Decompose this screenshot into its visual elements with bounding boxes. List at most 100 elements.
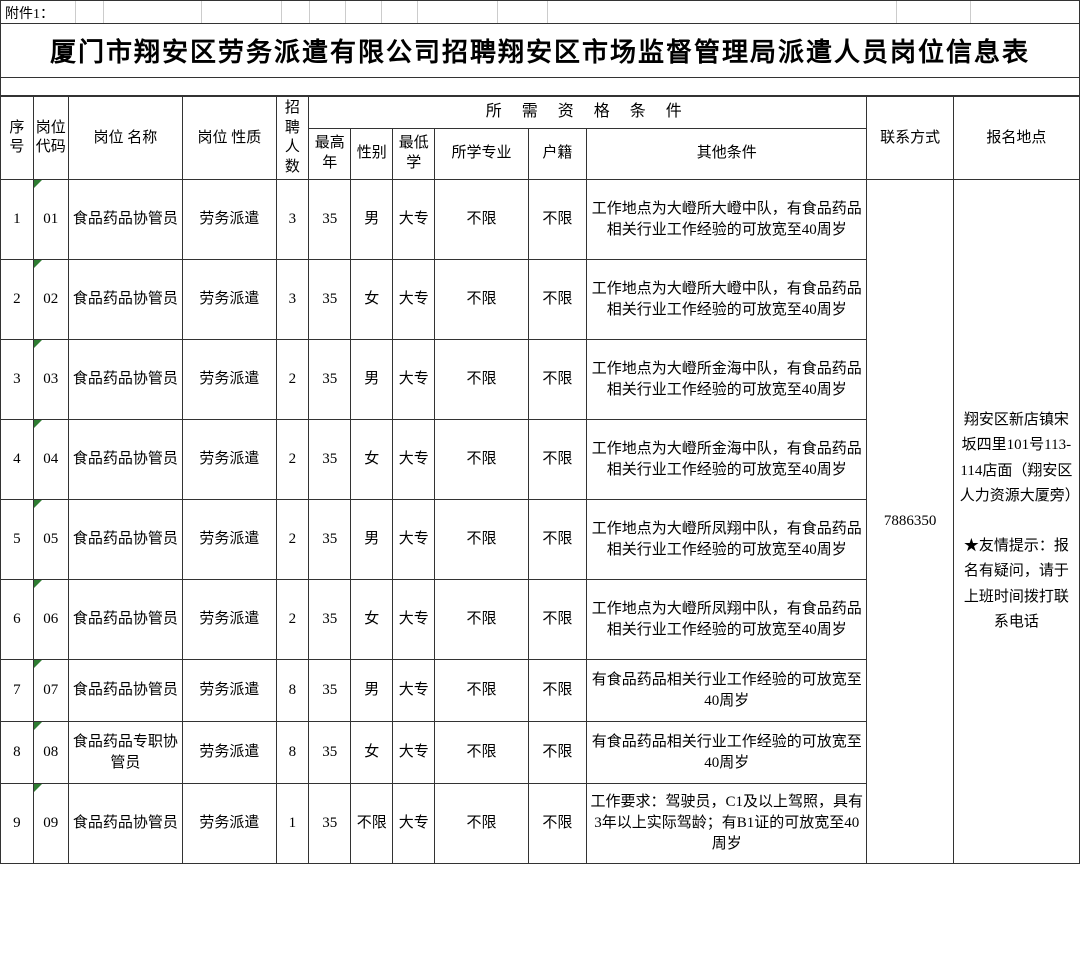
cell-nature: 劳务派遣 — [183, 784, 276, 864]
cell-other: 工作地点为大嶝所金海中队，有食品药品相关行业工作经验的可放宽至40周岁 — [587, 340, 867, 420]
th-other: 其他条件 — [587, 128, 867, 179]
cell-count: 8 — [276, 722, 309, 784]
cell-other: 工作地点为大嶝所大嶝中队，有食品药品相关行业工作经验的可放宽至40周岁 — [587, 180, 867, 260]
cell-count: 2 — [276, 580, 309, 660]
cell-code: 02 — [33, 260, 68, 340]
address-text: 翔安区新店镇宋坂四里101号113-114店面（翔安区人力资源大厦旁） — [960, 412, 1080, 505]
cell-nature: 劳务派遣 — [183, 580, 276, 660]
cell-name: 食品药品协管员 — [68, 260, 182, 340]
th-age: 最高年 — [309, 128, 351, 179]
cell-count: 8 — [276, 660, 309, 722]
cell-edu: 大专 — [393, 784, 435, 864]
cell-edu: 大专 — [393, 260, 435, 340]
cell-code: 05 — [33, 500, 68, 580]
cell-hukou: 不限 — [528, 260, 586, 340]
cell-age: 35 — [309, 180, 351, 260]
cell-name: 食品药品协管员 — [68, 340, 182, 420]
cell-other: 工作要求：驾驶员，C1及以上驾照，具有3年以上实际驾龄；有B1证的可放宽至40周… — [587, 784, 867, 864]
cell-gender: 不限 — [351, 784, 393, 864]
cell-code: 09 — [33, 784, 68, 864]
cell-age: 35 — [309, 580, 351, 660]
cell-edu: 大专 — [393, 660, 435, 722]
cell-edu: 大专 — [393, 722, 435, 784]
th-address: 报名地点 — [953, 97, 1079, 180]
spacer — [0, 78, 1080, 96]
cell-name: 食品药品协管员 — [68, 660, 182, 722]
contact-cell: 7886350 — [867, 180, 953, 864]
cell-count: 2 — [276, 500, 309, 580]
cell-seq: 5 — [1, 500, 34, 580]
cell-age: 35 — [309, 500, 351, 580]
cell-age: 35 — [309, 260, 351, 340]
cell-seq: 8 — [1, 722, 34, 784]
cell-seq: 4 — [1, 420, 34, 500]
cell-age: 35 — [309, 660, 351, 722]
th-hukou: 户籍 — [528, 128, 586, 179]
cell-other: 工作地点为大嶝所凤翔中队，有食品药品相关行业工作经验的可放宽至40周岁 — [587, 580, 867, 660]
cell-code: 04 — [33, 420, 68, 500]
th-contact: 联系方式 — [867, 97, 953, 180]
th-nature: 岗位 性质 — [183, 97, 276, 180]
attachment-label: 附件1： — [1, 1, 76, 23]
cell-other: 有食品药品相关行业工作经验的可放宽至40周岁 — [587, 660, 867, 722]
cell-name: 食品药品协管员 — [68, 580, 182, 660]
cell-hukou: 不限 — [528, 660, 586, 722]
cell-other: 有食品药品相关行业工作经验的可放宽至40周岁 — [587, 722, 867, 784]
cell-hukou: 不限 — [528, 420, 586, 500]
cell-edu: 大专 — [393, 580, 435, 660]
job-table: 序号 岗位代码 岗位 名称 岗位 性质 招聘人数 所 需 资 格 条 件 联系方… — [0, 96, 1080, 864]
cell-major: 不限 — [435, 722, 528, 784]
cell-other: 工作地点为大嶝所金海中队，有食品药品相关行业工作经验的可放宽至40周岁 — [587, 420, 867, 500]
table-row: 101食品药品协管员劳务派遣335男大专不限不限工作地点为大嶝所大嶝中队，有食品… — [1, 180, 1080, 260]
cell-nature: 劳务派遣 — [183, 260, 276, 340]
cell-code: 01 — [33, 180, 68, 260]
cell-gender: 男 — [351, 180, 393, 260]
cell-major: 不限 — [435, 784, 528, 864]
cell-code: 06 — [33, 580, 68, 660]
th-qualification-group: 所 需 资 格 条 件 — [309, 97, 867, 129]
cell-code: 08 — [33, 722, 68, 784]
cell-nature: 劳务派遣 — [183, 180, 276, 260]
cell-nature: 劳务派遣 — [183, 420, 276, 500]
cell-other: 工作地点为大嶝所凤翔中队，有食品药品相关行业工作经验的可放宽至40周岁 — [587, 500, 867, 580]
cell-hukou: 不限 — [528, 784, 586, 864]
tip-text: ★友情提示：报名有疑问，请于上班时间拨打联系电话 — [960, 534, 1073, 636]
th-code: 岗位代码 — [33, 97, 68, 180]
address-cell: 翔安区新店镇宋坂四里101号113-114店面（翔安区人力资源大厦旁） ★友情提示… — [953, 180, 1079, 864]
cell-age: 35 — [309, 784, 351, 864]
cell-nature: 劳务派遣 — [183, 660, 276, 722]
th-seq: 序号 — [1, 97, 34, 180]
cell-seq: 9 — [1, 784, 34, 864]
cell-nature: 劳务派遣 — [183, 722, 276, 784]
cell-code: 03 — [33, 340, 68, 420]
cell-name: 食品药品协管员 — [68, 420, 182, 500]
cell-edu: 大专 — [393, 500, 435, 580]
cell-edu: 大专 — [393, 180, 435, 260]
cell-name: 食品药品协管员 — [68, 500, 182, 580]
cell-other: 工作地点为大嶝所大嶝中队，有食品药品相关行业工作经验的可放宽至40周岁 — [587, 260, 867, 340]
cell-edu: 大专 — [393, 420, 435, 500]
th-edu: 最低学 — [393, 128, 435, 179]
cell-gender: 女 — [351, 580, 393, 660]
cell-nature: 劳务派遣 — [183, 340, 276, 420]
cell-seq: 3 — [1, 340, 34, 420]
cell-count: 1 — [276, 784, 309, 864]
table-body: 101食品药品协管员劳务派遣335男大专不限不限工作地点为大嶝所大嶝中队，有食品… — [1, 180, 1080, 864]
cell-major: 不限 — [435, 660, 528, 722]
cell-major: 不限 — [435, 420, 528, 500]
document-title: 厦门市翔安区劳务派遣有限公司招聘翔安区市场监督管理局派遣人员岗位信息表 — [0, 23, 1080, 78]
cell-gender: 男 — [351, 660, 393, 722]
cell-age: 35 — [309, 340, 351, 420]
cell-hukou: 不限 — [528, 180, 586, 260]
cell-major: 不限 — [435, 500, 528, 580]
cell-gender: 女 — [351, 722, 393, 784]
cell-edu: 大专 — [393, 340, 435, 420]
cell-hukou: 不限 — [528, 500, 586, 580]
cell-age: 35 — [309, 722, 351, 784]
cell-seq: 7 — [1, 660, 34, 722]
cell-gender: 女 — [351, 420, 393, 500]
cell-seq: 2 — [1, 260, 34, 340]
header-row: 附件1： — [0, 0, 1080, 23]
cell-count: 2 — [276, 420, 309, 500]
cell-seq: 6 — [1, 580, 34, 660]
